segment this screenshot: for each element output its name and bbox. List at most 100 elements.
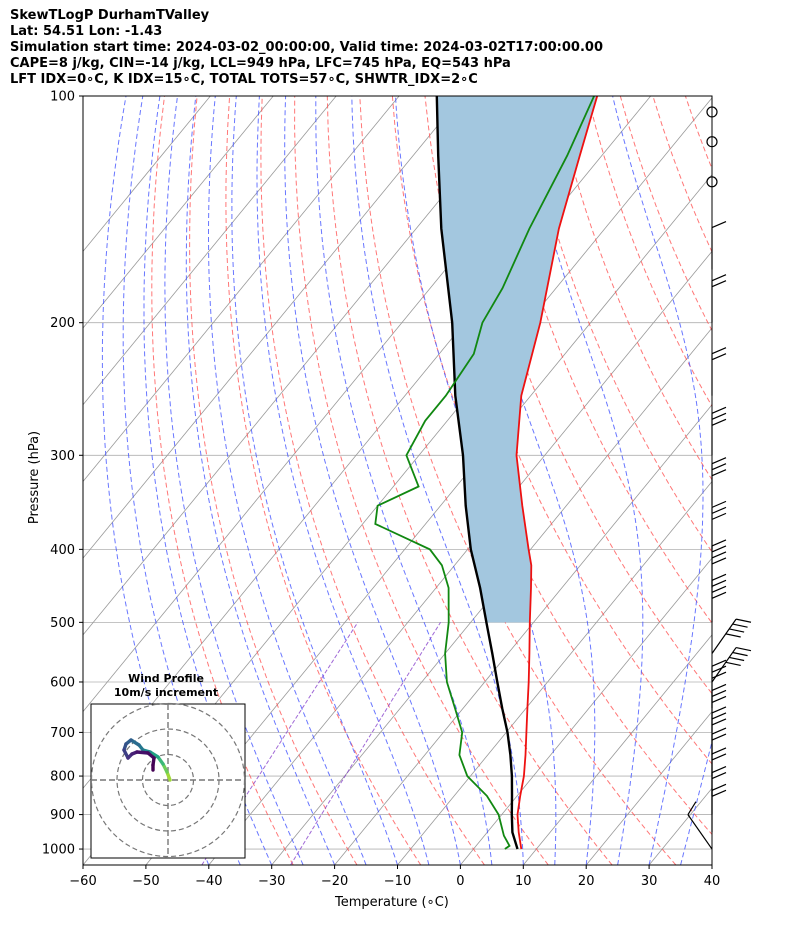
calm-wind-marker: [706, 176, 718, 188]
dry-adiabat-line: [151, 96, 294, 865]
wind-barb: [711, 274, 727, 323]
wind-barb: [711, 727, 727, 777]
dry-adiabat-line: [619, 96, 712, 332]
dry-adiabat-line: [718, 96, 794, 865]
moist-adiabat-line: [164, 96, 304, 865]
x-tick-label: −50: [132, 874, 159, 889]
y-tick-label: 500: [50, 616, 75, 631]
isotherm-line: [83, 96, 211, 252]
x-tick-label: −60: [69, 874, 96, 889]
wind-profile-inset: [90, 702, 246, 859]
isotherm-line: [334, 404, 712, 865]
wind-barb: [711, 220, 727, 270]
wind-barb: [711, 646, 752, 683]
isotherm-line: [83, 96, 526, 636]
wind-barb: [711, 618, 752, 654]
x-tick-label: 0: [456, 874, 464, 889]
isotherm-line: [83, 96, 400, 483]
isotherm-line: [397, 480, 712, 865]
cape-area: [436, 96, 598, 623]
moist-adiabat-line: [351, 96, 524, 865]
x-tick-label: 20: [578, 874, 595, 889]
wind-barb: [711, 500, 727, 550]
y-tick-label: 600: [50, 675, 75, 690]
moist-adiabat-line: [680, 739, 712, 865]
wind-barb: [711, 539, 727, 588]
moist-adiabat-line: [711, 863, 712, 865]
wind-barb: [711, 659, 727, 709]
isotherm-line: [83, 96, 337, 406]
wind-barb: [711, 347, 727, 396]
x-tick-label: −40: [195, 874, 222, 889]
moist-adiabat-line: [449, 96, 596, 865]
y-tick-label: 200: [50, 316, 75, 331]
y-tick-label: 800: [50, 770, 75, 785]
moist-adiabat-line: [231, 96, 398, 865]
dewpoint-line: [374, 96, 595, 850]
dry-adiabat-line: [751, 96, 794, 865]
isotherm-line: [522, 634, 712, 865]
hodograph-segment: [135, 750, 150, 755]
moist-adiabat-line: [315, 96, 493, 865]
isotherm-line: [83, 96, 463, 559]
wind-barb: [711, 457, 727, 506]
x-tick-label: 10: [515, 874, 532, 889]
dry-adiabat-line: [783, 96, 794, 865]
wind-profile-subtitle: 10m/s increment: [113, 686, 219, 699]
dry-adiabat-line: [489, 96, 712, 624]
wind-barb: [687, 801, 713, 850]
isotherm-line: [711, 864, 712, 865]
stability-line-2: LFT IDX=0∘C, K IDX=15∘C, TOTAL TOTS=57∘C…: [10, 72, 478, 87]
moist-adiabat-line: [143, 96, 273, 865]
chart-header: SkewTLogP DurhamTValley Lat: 54.51 Lon: …: [10, 8, 603, 88]
dry-adiabat-line: [359, 96, 677, 865]
y-tick-label: 700: [50, 726, 75, 741]
mixing-ratio-line: [290, 622, 441, 865]
calm-wind-marker: [706, 136, 718, 148]
x-tick-label: −30: [258, 874, 285, 889]
isotherm-line: [271, 327, 712, 865]
parcel-profile-line: [435, 96, 519, 850]
y-axis-label: Pressure (hPa): [27, 430, 43, 525]
moist-adiabat-line: [185, 96, 336, 865]
moist-adiabat-line: [284, 96, 461, 865]
y-tick-label: 900: [50, 808, 75, 823]
calm-wind-marker: [706, 106, 718, 118]
wind-profile-title: Wind Profile: [128, 672, 204, 685]
dry-adiabat-line: [652, 96, 712, 254]
dry-adiabat-line: [294, 96, 549, 865]
isotherm-line: [460, 557, 712, 865]
x-tick-label: −10: [384, 874, 411, 889]
moist-adiabat-line: [395, 96, 557, 865]
dry-adiabat-line: [326, 96, 613, 865]
stability-line-1: CAPE=8 j/kg, CIN=-14 j/kg, LCL=949 hPa, …: [10, 56, 511, 71]
dry-adiabat-line: [189, 96, 358, 865]
dry-adiabat-line: [260, 96, 485, 865]
location-line: Lat: 54.51 Lon: -1.43: [10, 24, 163, 39]
chart-title: SkewTLogP DurhamTValley: [10, 8, 210, 23]
isotherm-line: [145, 174, 712, 865]
moist-adiabat-line: [256, 96, 430, 865]
wind-barb: [711, 406, 727, 456]
isotherm-line: [83, 96, 274, 329]
y-tick-label: 1000: [42, 843, 75, 858]
x-tick-label: 30: [641, 874, 658, 889]
dry-adiabat-line: [225, 96, 422, 865]
x-tick-label: 40: [704, 874, 721, 889]
dry-adiabat-line: [391, 96, 712, 836]
mixing-ratio-line: [201, 622, 359, 865]
temperature-line: [515, 96, 599, 850]
dry-adiabat-line: [684, 96, 712, 170]
time-line: Simulation start time: 2024-03-02_00:00:…: [10, 40, 603, 55]
moist-adiabat-line: [612, 96, 704, 865]
y-tick-label: 300: [50, 449, 75, 464]
isotherm-line: [585, 710, 712, 865]
wind-barb: [711, 573, 727, 623]
wind-barb: [711, 783, 727, 833]
moist-adiabat-line: [519, 96, 644, 865]
y-tick-label: 400: [50, 543, 75, 558]
x-tick-label: −20: [321, 874, 348, 889]
dry-adiabat-line: [554, 96, 712, 481]
moist-adiabat-line: [208, 96, 367, 865]
